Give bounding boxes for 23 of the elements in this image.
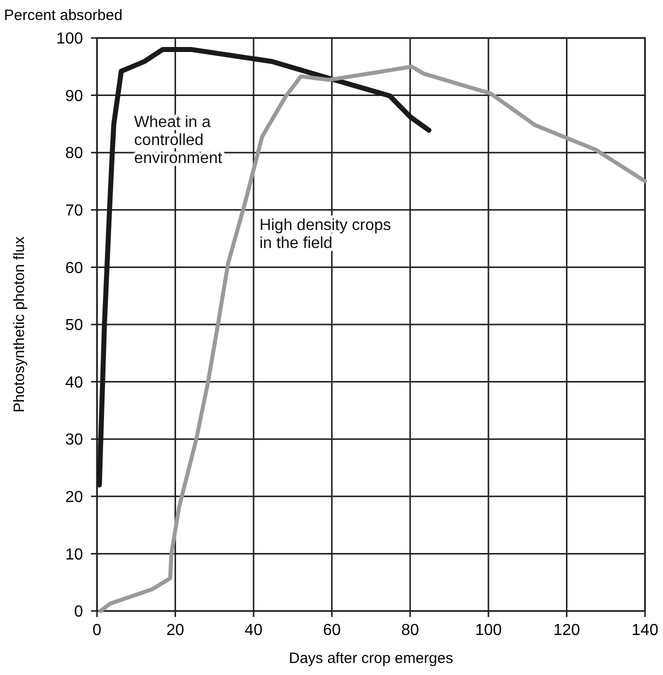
y-tick-label: 90	[65, 88, 84, 105]
x-tick-label: 20	[166, 622, 184, 639]
line-series	[98, 64, 647, 613]
y-tick-label: 80	[65, 145, 84, 162]
x-tick-label: 80	[401, 622, 420, 639]
x-tick-label: 140	[632, 622, 658, 639]
y-tick-label: 100	[56, 30, 84, 48]
y-tick-label: 20	[65, 489, 84, 506]
x-tick-label: 120	[553, 622, 580, 639]
y-tick-label: 0	[74, 604, 84, 621]
y-tick-label: 10	[65, 546, 84, 564]
x-tick-label: 40	[244, 622, 263, 639]
y-tick-label: 40	[65, 374, 84, 392]
y-tick-label: 60	[65, 260, 84, 277]
y-axis-title: Photosynthetic photon flux	[11, 236, 28, 412]
x-axis-title: Days after crop emerges	[288, 650, 454, 667]
y-tick-label: 30	[65, 432, 84, 449]
text: Percent absorbed	[4, 7, 122, 24]
x-tick-label: 100	[475, 622, 502, 639]
y-tick-label: 50	[65, 317, 84, 334]
y-tick-label: 70	[65, 202, 84, 220]
x-tick-label: 0	[92, 622, 102, 639]
x-tick-label: 60	[322, 622, 341, 639]
